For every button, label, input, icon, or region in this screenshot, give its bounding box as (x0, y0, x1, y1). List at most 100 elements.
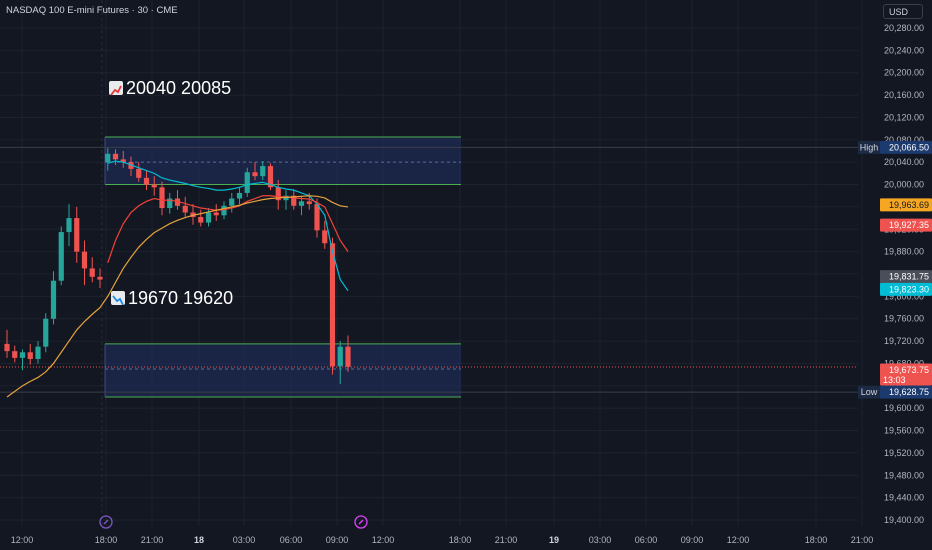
candle-body (298, 201, 305, 206)
candle-body (151, 184, 157, 188)
candle-body (182, 205, 188, 213)
y-tick-label: 20,160.00 (884, 90, 924, 100)
price-label-value: 20,066.50 (889, 142, 929, 152)
candle-body (58, 232, 64, 281)
y-tick-label: 20,080.00 (884, 135, 924, 145)
price-tag-label: Low (861, 387, 878, 397)
candle-body (306, 201, 312, 205)
x-tick-label: 06:00 (280, 535, 303, 545)
price-label-value: 19,673.75 (889, 365, 929, 375)
price-label-box (880, 198, 932, 212)
candle-body (345, 346, 351, 367)
candle-body (143, 177, 150, 185)
x-tick-label: 21:00 (141, 535, 164, 545)
x-tick-label: 18:00 (805, 535, 828, 545)
event-glyph (103, 519, 109, 525)
moving-average-line (6, 195, 349, 398)
y-tick-label: 19,720.00 (884, 336, 924, 346)
candle-body (50, 280, 57, 319)
x-tick-label: 21:00 (851, 535, 874, 545)
y-tick-label: 19,520.00 (884, 448, 924, 458)
price-label-box (880, 385, 932, 399)
x-tick-label: 03:00 (589, 535, 612, 545)
candle-body (267, 166, 274, 188)
candle-body (105, 153, 111, 163)
x-tick-label: 19 (549, 535, 559, 545)
target-zone (105, 343, 461, 397)
symbol-title[interactable]: NASDAQ 100 E-mini Futures · 30 · CME (6, 5, 178, 16)
candle-body (74, 218, 80, 252)
candle-body (329, 243, 336, 367)
price-label-value: 19,963.69 (889, 200, 929, 210)
y-tick-label: 19,800.00 (884, 291, 924, 301)
candle-body (66, 218, 72, 233)
candle-body (291, 195, 297, 206)
price-label-value: 19,823.30 (889, 284, 929, 294)
y-tick-label: 19,480.00 (884, 470, 924, 480)
candle-body (236, 192, 243, 199)
candle-body (213, 212, 219, 216)
y-tick-label: 20,040.00 (884, 157, 924, 167)
event-glyph (358, 519, 364, 525)
session-event-icon (99, 515, 113, 529)
y-tick-label: 20,240.00 (884, 45, 924, 55)
x-tick-label: 06:00 (635, 535, 658, 545)
candle-body (229, 198, 235, 206)
moving-average-line (107, 195, 349, 264)
price-tag-box (858, 385, 880, 399)
chart-increasing-icon (109, 81, 123, 95)
chart-decreasing-icon (111, 291, 125, 305)
candle-body (12, 351, 18, 358)
price-label-value: 19,927.35 (889, 220, 929, 230)
candle-body (89, 268, 95, 277)
price-label-box (880, 218, 932, 232)
price-label-box (880, 363, 932, 386)
candle-body (275, 187, 281, 201)
x-tick-label: 12:00 (11, 535, 34, 545)
y-tick-label: 19,400.00 (884, 515, 924, 525)
y-tick-label: 19,560.00 (884, 426, 924, 436)
candle-body (205, 212, 212, 223)
target-down-annotation[interactable]: 19670 19620 (111, 288, 233, 309)
candle-body (81, 251, 88, 269)
dividend-event-icon (354, 515, 368, 529)
x-tick-label: 09:00 (681, 535, 704, 545)
candle-body (112, 153, 119, 160)
x-tick-label: 12:00 (727, 535, 750, 545)
x-tick-label: 09:00 (326, 535, 349, 545)
candle-body (260, 166, 266, 177)
price-tag-label: High (860, 142, 879, 152)
candle-body (159, 187, 165, 209)
target-zone (105, 137, 461, 185)
candle-body (198, 216, 204, 223)
candle-body (174, 198, 181, 206)
target-up-text: 20040 20085 (126, 78, 232, 98)
candle-body (120, 159, 126, 163)
y-tick-label: 19,440.00 (884, 493, 924, 503)
y-tick-label: 19,880.00 (884, 247, 924, 257)
x-tick-label: 21:00 (495, 535, 518, 545)
price-label-box (880, 140, 932, 154)
countdown-label: 13:03 (883, 375, 906, 385)
candle-body (322, 230, 328, 244)
price-label-value: 19,831.75 (889, 272, 929, 282)
x-tick-label: 18:00 (95, 535, 118, 545)
y-tick-label: 20,000.00 (884, 180, 924, 190)
y-tick-label: 19,760.00 (884, 314, 924, 324)
target-up-annotation[interactable]: 20040 20085 (109, 78, 231, 99)
price-label-box (880, 282, 932, 296)
x-tick-label: 18 (194, 535, 204, 545)
candle-body (27, 352, 33, 359)
candle-body (4, 343, 10, 352)
x-tick-label: 12:00 (372, 535, 395, 545)
x-tick-label: 18:00 (449, 535, 472, 545)
candle-body (43, 318, 49, 347)
candle-body (136, 168, 142, 178)
candle-body (19, 352, 26, 358)
candle-body (314, 204, 320, 231)
target-down-text: 19670 19620 (128, 288, 234, 308)
price-label-value: 19,628.75 (889, 387, 929, 397)
currency-selector[interactable]: USD (883, 4, 923, 19)
